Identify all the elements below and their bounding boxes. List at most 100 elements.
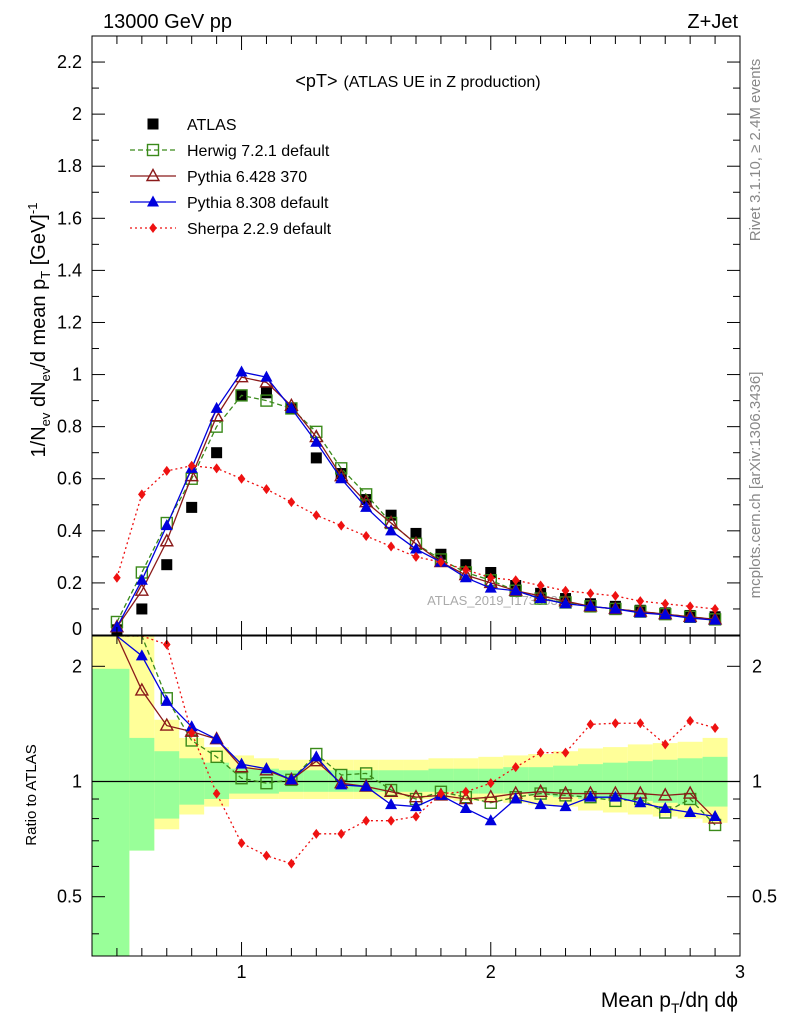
y-tick-label: 1 bbox=[72, 365, 82, 385]
pythia8-point bbox=[210, 401, 223, 413]
sherpa-point bbox=[387, 541, 395, 552]
data-point bbox=[410, 527, 422, 539]
pythia8-ratio-point bbox=[459, 802, 472, 814]
pythia8-ratio-point bbox=[659, 802, 672, 814]
y-tick-label: 2.2 bbox=[57, 52, 82, 72]
pythia6-ratio-point bbox=[558, 785, 573, 799]
energy-label: 13000 GeV pp bbox=[103, 11, 232, 33]
pythia8-point bbox=[709, 613, 722, 625]
sherpa-point bbox=[237, 473, 246, 484]
sherpa-ratio-point bbox=[362, 815, 370, 826]
rivet-label: Rivet 3.1.10, ≥ 2.4M events bbox=[747, 59, 764, 242]
sherpa-ratio-point bbox=[237, 838, 246, 849]
herwig-ratio-line bbox=[116, 636, 716, 826]
y-axis-label-upper: 1/Nev dNev/d mean pT [GeV]-1 bbox=[25, 203, 53, 458]
sherpa-point bbox=[661, 598, 670, 609]
sherpa-ratio-point bbox=[486, 778, 495, 789]
sherpa-point bbox=[262, 484, 271, 495]
pythia8-ratio-point bbox=[385, 798, 398, 810]
axis-ticks: 0 0.2 0.4 0.6 0.8 1 1.2 1.4 1.6 1.8 2 2.2 0.5 0.5 1 1 2 2… bbox=[57, 35, 777, 982]
pythia6-ratio-point bbox=[533, 783, 548, 797]
legend-label: Sherpa 2.2.9 default bbox=[187, 221, 332, 238]
sherpa-point bbox=[636, 596, 645, 607]
pythia8-ratio-point bbox=[634, 796, 647, 808]
pythia8-ratio-point bbox=[509, 792, 522, 804]
pythia8-point bbox=[534, 592, 547, 604]
sherpa-ratio-point bbox=[686, 715, 694, 726]
ratio-tick-label: 0.5 bbox=[57, 887, 82, 907]
pythia8-ratio-point bbox=[709, 810, 722, 822]
pythia6-ratio-point bbox=[383, 783, 399, 797]
pythia8-point bbox=[459, 571, 472, 583]
ratio-tick-label: 0.5 bbox=[752, 887, 777, 907]
y-tick-label: 1.4 bbox=[57, 260, 82, 280]
pythia8-point bbox=[285, 401, 298, 413]
sherpa-ratio-point bbox=[262, 850, 271, 861]
pythia8-ratio-point bbox=[135, 649, 148, 661]
sherpa-ratio-point bbox=[636, 718, 645, 729]
legend-marker bbox=[146, 143, 160, 157]
pythia8-ratio-point bbox=[410, 800, 422, 812]
data-point bbox=[460, 559, 472, 571]
pythia6-ratio-point bbox=[134, 682, 150, 696]
legend-marker bbox=[145, 168, 161, 182]
pythia8-line bbox=[116, 371, 716, 628]
herwig-point bbox=[359, 488, 373, 501]
herwig-point bbox=[235, 389, 248, 402]
pythia8-ratio-point bbox=[160, 694, 173, 706]
sherpa-point bbox=[162, 465, 171, 476]
sherpa-ratio-point bbox=[611, 718, 620, 729]
y-tick-label: 0.2 bbox=[57, 573, 82, 593]
pythia6-ratio-point bbox=[682, 785, 698, 799]
pythia8-ratio-point bbox=[335, 778, 348, 790]
sherpa-ratio-point bbox=[412, 811, 420, 822]
x-axis-label: Mean pT/dη dϕ bbox=[601, 989, 738, 1016]
pythia8-point bbox=[684, 611, 697, 623]
pythia8-point bbox=[559, 597, 572, 609]
sherpa-ratio-point bbox=[711, 722, 719, 733]
pythia8-point bbox=[110, 620, 123, 632]
band-inner bbox=[92, 668, 130, 956]
sherpa-ratio-point bbox=[187, 727, 196, 738]
herwig-ratio-point bbox=[260, 776, 273, 790]
sherpa-point bbox=[412, 551, 420, 562]
pythia8-ratio-point bbox=[360, 780, 373, 792]
sherpa-ratio-point bbox=[586, 719, 595, 730]
y-tick-label: 0.4 bbox=[57, 521, 82, 541]
pythia8-ratio-point bbox=[235, 757, 248, 769]
y-tick-label: 0.8 bbox=[57, 417, 82, 437]
ratio-tick-label: 1 bbox=[752, 772, 762, 792]
data-point bbox=[211, 447, 223, 459]
pythia6-ratio-point bbox=[159, 717, 174, 731]
data-point bbox=[136, 603, 148, 615]
sherpa-point bbox=[586, 588, 595, 599]
process-label: Z+Jet bbox=[687, 11, 738, 33]
legend: ATLAS Herwig 7.2.1 default Pythia 6.428 37… bbox=[130, 117, 332, 238]
y-tick-label: 1.8 bbox=[57, 156, 82, 176]
legend-marker bbox=[147, 195, 159, 207]
sherpa-point bbox=[312, 510, 321, 521]
data-point bbox=[260, 387, 272, 399]
sherpa-point bbox=[362, 531, 370, 542]
sherpa-point bbox=[287, 497, 296, 508]
pythia8-point bbox=[484, 581, 497, 593]
sherpa-point bbox=[337, 520, 346, 531]
y-tick-label: 0.6 bbox=[57, 469, 82, 489]
herwig-line bbox=[116, 394, 716, 623]
herwig-ratio-point bbox=[235, 772, 248, 785]
sherpa-point bbox=[437, 557, 445, 568]
x-tick-label: 2 bbox=[486, 962, 496, 982]
pythia8-ratio-point bbox=[260, 762, 273, 774]
data-point bbox=[485, 566, 497, 578]
sherpa-ratio-point bbox=[387, 815, 395, 826]
pythia8-point bbox=[584, 599, 597, 611]
sherpa-ratio-point bbox=[511, 762, 520, 773]
sherpa-ratio-point bbox=[437, 788, 445, 799]
band-inner bbox=[129, 737, 155, 851]
pythia8-ratio-point bbox=[534, 798, 547, 810]
pythia8-ratio-point bbox=[584, 790, 597, 802]
pythia8-ratio-point bbox=[210, 732, 223, 744]
pythia8-ratio-point bbox=[559, 800, 572, 812]
sherpa-point bbox=[511, 575, 520, 586]
